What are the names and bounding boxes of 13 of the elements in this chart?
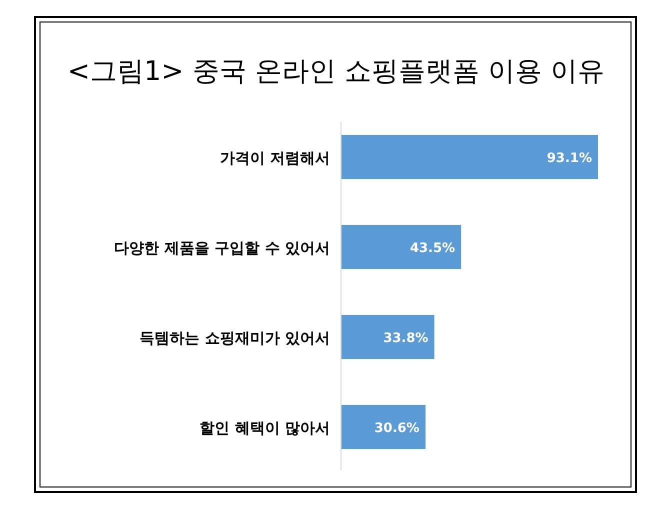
- bar: [341, 404, 426, 450]
- data-label: 30.6%: [374, 421, 420, 436]
- bar: [341, 314, 434, 360]
- bar: [341, 134, 598, 180]
- y-tick-label: 할인 혜택이 많아서: [200, 419, 330, 437]
- data-label: 93.1%: [546, 151, 592, 166]
- y-tick-label: 가격이 저렴해서: [220, 149, 330, 167]
- data-label: 33.8%: [383, 331, 428, 346]
- data-label: 43.5%: [410, 241, 456, 256]
- chart-title: <그림1> 중국 온라인 쇼핑플랫폼 이용 이유: [67, 56, 605, 87]
- bar: [341, 224, 462, 270]
- y-tick-label: 다양한 제품을 구입할 수 있어서: [114, 239, 330, 257]
- y-tick-label: 득템하는 쇼핑재미가 있어서: [140, 329, 330, 347]
